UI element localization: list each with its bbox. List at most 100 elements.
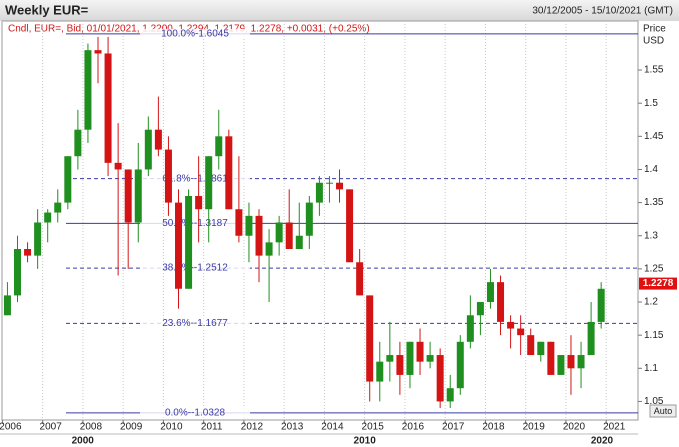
candle-body [305, 202, 313, 236]
candle-body [24, 249, 32, 256]
y-tick-label: 1.55 [644, 65, 664, 76]
candle-body [175, 202, 183, 289]
fib-label: 61.8%--1.3861 [162, 173, 228, 184]
candle-body [295, 235, 303, 249]
candle-body [124, 169, 132, 223]
candle-body [587, 321, 595, 356]
candle-body [114, 162, 122, 170]
candle-body [94, 50, 102, 54]
x-tick-label: 2020 [563, 422, 586, 433]
candle-body [34, 222, 42, 256]
candle-body [195, 195, 203, 210]
candle-body [13, 249, 21, 296]
x-tick-label: 2017 [442, 422, 465, 433]
x-tick-label: 2011 [201, 422, 223, 433]
candle-body [436, 355, 444, 402]
candle-body [144, 129, 152, 170]
candle-body [315, 182, 323, 203]
date-range: 30/12/2005 - 15/10/2021 (GMT) [532, 6, 673, 17]
candle-body [215, 136, 223, 157]
candle-body [527, 335, 535, 356]
candle-body [396, 355, 404, 375]
header-bar [0, 0, 679, 21]
y-tick-label: 1.1 [644, 363, 658, 374]
fib-label: 0.0%--1.0328 [165, 407, 225, 418]
candle-body [557, 355, 565, 375]
x-tick-label: 2015 [362, 422, 385, 433]
last-price-tag [639, 277, 677, 290]
x-tick-label: 2018 [482, 422, 505, 433]
candle-body [185, 195, 193, 289]
candle-body [547, 341, 555, 375]
candle-body [54, 202, 62, 213]
y-tick-label: 1.2 [644, 297, 658, 308]
fib-label-bg [140, 407, 250, 418]
y-tick-label: 1.25 [644, 264, 664, 275]
candle-body [456, 341, 464, 389]
candle-body [416, 341, 424, 362]
candle-body [64, 156, 72, 203]
candle-body [235, 209, 243, 236]
candle-body [386, 355, 394, 362]
candle-body [507, 321, 515, 329]
y-tick-label: 1.4 [644, 164, 658, 175]
candle-body [517, 328, 525, 336]
candle-body [275, 222, 283, 243]
last-price-label: 1.2278 [643, 278, 674, 289]
plot-area [1, 20, 639, 421]
x-tick-label: 2012 [241, 422, 264, 433]
fib-label-bg [140, 28, 250, 39]
x-tick-label: 2014 [321, 422, 344, 433]
candle-body [225, 136, 233, 210]
fib-label-bg [140, 218, 250, 229]
candle-body [336, 182, 344, 190]
candle-body [366, 295, 374, 382]
candle-body [426, 355, 434, 362]
fib-label: 50.0%--1.3187 [162, 218, 228, 229]
x-tick-label: 2016 [402, 422, 425, 433]
fib-label: 23.6%--1.1677 [162, 318, 228, 329]
auto-button-label[interactable]: Auto [654, 406, 673, 416]
candle-body [597, 288, 605, 322]
y-tick-label: 1.45 [644, 131, 664, 142]
x-tick-label: 2019 [523, 422, 546, 433]
y-axis-unit: USD [643, 36, 664, 47]
candle-body [84, 50, 92, 130]
x-tick-label: 2009 [120, 422, 143, 433]
fib-label: 100.0%-1.6045 [161, 29, 229, 40]
candle-body [486, 282, 494, 303]
fib-label-bg [140, 318, 250, 329]
candle-body [497, 282, 505, 322]
decade-label: 2000 [72, 436, 95, 447]
candle-body [74, 129, 82, 157]
x-tick-label: 2008 [80, 422, 103, 433]
fib-label-bg [140, 173, 250, 184]
candle-body [325, 182, 333, 184]
candle-body [44, 212, 52, 223]
y-tick-label: 1.15 [644, 330, 664, 341]
candle-body [245, 215, 253, 236]
candle-body [285, 222, 293, 249]
candle-body [3, 295, 11, 316]
candle-body [376, 361, 384, 382]
y-tick-label: 1.05 [644, 396, 664, 407]
candle-body [446, 388, 454, 402]
candle-body [406, 341, 414, 375]
candle-body [164, 149, 172, 203]
candle-body [537, 341, 545, 356]
candle-body [265, 242, 273, 256]
candle-body [567, 355, 575, 369]
fib-label: 38.2%--1.2512 [162, 263, 228, 274]
y-tick-label: 1.5 [644, 98, 658, 109]
y-axis-label: Price [643, 24, 666, 35]
auto-button[interactable] [649, 404, 677, 418]
chart-title: Weekly EUR= [5, 2, 89, 17]
candle-body [577, 355, 585, 369]
candle-body [356, 262, 364, 296]
fib-label-bg [140, 263, 250, 274]
decade-label: 2020 [591, 436, 614, 447]
y-tick-label: 1.3 [644, 230, 658, 241]
x-tick-label: 2006 [0, 422, 22, 433]
candle-body [104, 53, 112, 163]
